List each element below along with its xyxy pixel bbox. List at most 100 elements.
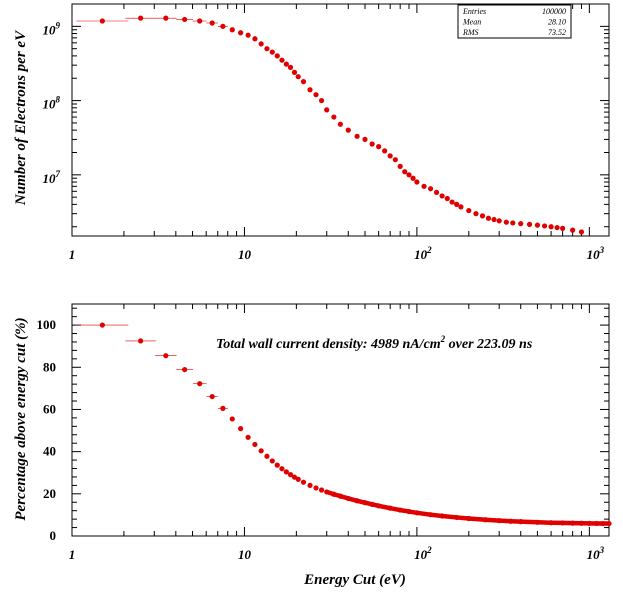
bottom-data-series — [76, 322, 612, 527]
data-point — [473, 211, 479, 217]
data-point — [307, 87, 313, 93]
data-point — [245, 434, 251, 440]
top-y-axis: 107 108 109 — [43, 3, 609, 228]
data-point — [387, 153, 393, 159]
x-tick-label: 103 — [587, 245, 605, 262]
y-tick-label: 80 — [43, 359, 56, 374]
y-tick-label: 108 — [43, 95, 61, 112]
data-point — [287, 472, 294, 478]
data-point — [354, 133, 360, 139]
data-point — [454, 201, 460, 207]
data-point — [578, 229, 585, 235]
data-point — [258, 41, 264, 47]
data-point — [313, 485, 319, 491]
x-tick-label: 1 — [69, 247, 76, 262]
data-point — [414, 179, 420, 185]
data-point — [362, 136, 368, 143]
data-point — [300, 479, 307, 485]
data-point — [458, 204, 464, 210]
data-point — [433, 189, 440, 195]
stats-box-frame — [457, 4, 572, 39]
data-point — [283, 61, 289, 67]
data-point — [229, 416, 235, 422]
data-point — [220, 405, 226, 411]
data-point — [295, 476, 301, 482]
data-point — [197, 18, 203, 24]
data-point — [496, 218, 502, 224]
data-point — [313, 92, 319, 98]
y-tick-label: 40 — [43, 444, 56, 459]
dense-tail — [324, 489, 612, 526]
data-point — [264, 453, 270, 459]
top-x-axis: 1 10 102 103 — [69, 4, 605, 262]
data-point — [570, 227, 576, 233]
data-point — [427, 186, 434, 192]
x-tick-label: 102 — [414, 245, 432, 262]
data-point — [291, 69, 298, 75]
data-point — [274, 462, 280, 468]
data-point — [397, 163, 403, 169]
data-point — [331, 114, 337, 120]
data-point — [182, 16, 188, 23]
data-point — [99, 18, 105, 24]
data-point — [369, 141, 375, 147]
data-point — [197, 381, 203, 387]
data-point — [503, 219, 509, 225]
data-point — [295, 74, 301, 80]
data-point — [279, 466, 285, 472]
data-point — [554, 224, 560, 231]
data-point — [163, 15, 169, 21]
top-y-axis-title: Number of Electrons per eV — [13, 29, 29, 206]
data-point — [526, 221, 533, 227]
data-point — [209, 20, 215, 26]
stats-value: 28.10 — [548, 18, 566, 27]
data-point — [534, 222, 541, 228]
data-point — [238, 426, 244, 432]
bottom-x-axis-title: Energy Cut (eV) — [303, 572, 406, 588]
data-point — [163, 353, 169, 359]
data-point — [209, 393, 215, 400]
stats-value: 73.52 — [548, 28, 566, 37]
stats-label: Mean — [462, 18, 481, 27]
x-tick-label: 10 — [238, 247, 252, 262]
data-point — [318, 97, 325, 104]
data-point — [300, 79, 307, 85]
wall-current-annotation: Total wall current density: 4989 nA/cm2 … — [216, 334, 533, 352]
data-point — [485, 215, 492, 221]
data-point — [274, 53, 280, 59]
data-point — [258, 448, 264, 454]
x-tick-label: 1 — [69, 547, 76, 562]
top-data-series — [76, 15, 585, 235]
y-tick-label: 0 — [50, 528, 57, 543]
data-point — [307, 482, 313, 488]
x-tick-label: 10 — [238, 547, 252, 562]
data-point — [138, 15, 144, 21]
bottom-x-axis: 1 10 102 103 — [69, 304, 605, 562]
data-point — [264, 46, 270, 52]
bottom-plot-frame — [71, 303, 610, 537]
data-point — [382, 148, 388, 154]
bottom-y-axis: 0 20 40 60 80 100 — [37, 307, 609, 543]
data-point — [138, 338, 144, 344]
data-point — [491, 216, 497, 223]
data-point — [182, 366, 188, 373]
x-tick-label: 102 — [414, 545, 432, 562]
data-point — [518, 221, 524, 227]
data-point — [238, 30, 244, 36]
data-point — [444, 195, 450, 202]
data-point — [449, 199, 455, 205]
data-point — [318, 487, 325, 493]
data-point — [283, 469, 289, 475]
data-point — [376, 144, 382, 150]
data-point — [392, 157, 398, 163]
data-point — [229, 27, 235, 33]
y-tick-label: 100 — [37, 317, 57, 332]
stats-value: 100000 — [542, 7, 566, 16]
data-point — [406, 172, 412, 178]
x-tick-label: 103 — [587, 545, 605, 562]
stats-label: RMS — [462, 28, 479, 37]
data-point — [510, 220, 516, 226]
data-point — [421, 183, 427, 189]
top-plot-frame — [71, 3, 610, 237]
annotation-suffix: over 223.09 ns — [445, 337, 533, 352]
